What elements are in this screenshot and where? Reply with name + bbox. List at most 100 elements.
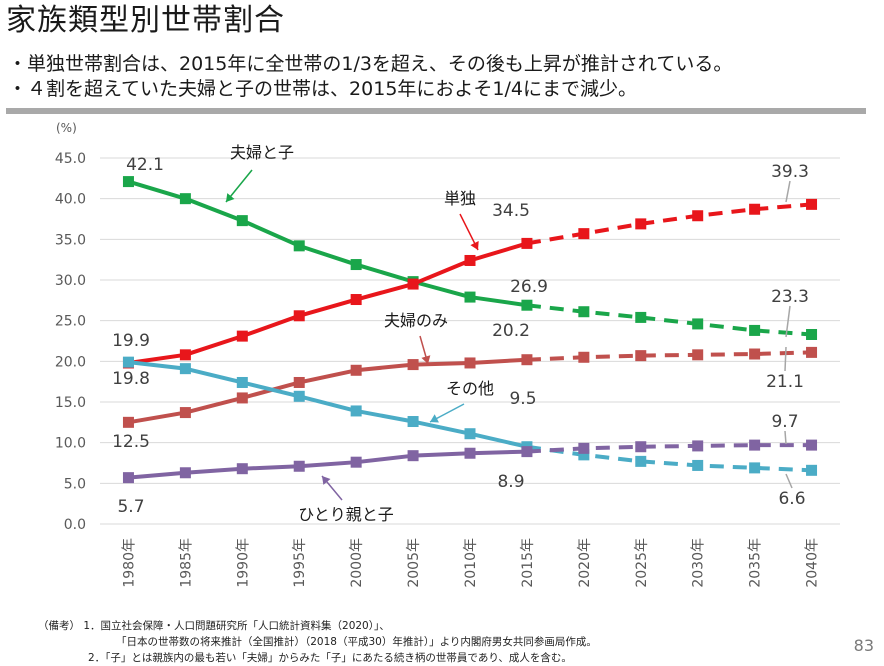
- data-label: 42.1: [126, 155, 164, 175]
- data-point-marker: [464, 428, 476, 440]
- series-projection-line: [526, 202, 812, 246]
- data-point-marker: [578, 442, 590, 454]
- bullet-item: ・４割を超えていた夫婦と子の世帯は、2015年におよそ1/4にまで減少。: [8, 78, 637, 100]
- footnote-line: 2．「子」とは親族内の最も若い「夫婦」からみた「子」にあたる続き柄の世帯員であり…: [88, 652, 572, 664]
- data-point-marker: [692, 459, 704, 471]
- data-label: 6.6: [778, 489, 805, 509]
- data-point-marker: [293, 390, 305, 402]
- x-tick-label: 2000年: [349, 538, 365, 588]
- y-tick-label: 15.0: [55, 395, 86, 411]
- footnotes: （備考） 1．国立社会保障・人口問題研究所「人口統計資料集（2020）」、 「日…: [38, 618, 597, 666]
- series-line: [127, 179, 528, 308]
- data-label-leader: [784, 430, 787, 445]
- y-tick-label: 40.0: [55, 192, 86, 208]
- data-point-marker: [635, 455, 647, 467]
- data-point-marker: [293, 460, 305, 472]
- data-label: 8.9: [497, 472, 524, 492]
- x-tick-label: 2030年: [691, 538, 707, 588]
- data-label: 9.7: [771, 412, 798, 432]
- data-label: 23.3: [771, 287, 809, 307]
- data-point-marker: [578, 228, 590, 240]
- page-title: 家族類型別世帯割合: [6, 3, 285, 38]
- data-point-marker: [122, 472, 134, 484]
- x-tick-label: 2020年: [577, 538, 593, 588]
- data-point-marker: [578, 306, 590, 318]
- data-point-marker: [578, 449, 590, 461]
- data-point-marker: [179, 193, 191, 205]
- leader-arrowhead: [470, 241, 479, 250]
- data-label: 26.9: [510, 277, 548, 297]
- y-tick-label: 35.0: [55, 232, 86, 248]
- data-point-marker: [749, 203, 761, 215]
- leader-arrowhead: [430, 414, 439, 423]
- data-label: 19.9: [112, 331, 150, 351]
- data-label: 9.5: [509, 389, 536, 409]
- data-label: 34.5: [492, 201, 530, 221]
- data-point-marker: [122, 356, 134, 368]
- series-projection-line: [526, 350, 812, 362]
- data-point-marker: [635, 441, 647, 453]
- data-point-marker: [806, 198, 818, 210]
- x-tick-label: 1985年: [178, 538, 194, 588]
- data-point-marker: [749, 439, 761, 451]
- bullet-list: ・単独世帯割合は、2015年に全世帯の1/3を超え、その後も上昇が推計されている…: [8, 52, 732, 102]
- data-point-marker: [293, 240, 305, 252]
- x-tick-label: 1980年: [121, 538, 137, 588]
- series-line: [128, 449, 527, 480]
- data-point-marker: [236, 392, 248, 404]
- y-tick-label: 0.0: [64, 517, 86, 533]
- series-projection-line: [526, 303, 812, 337]
- data-point-marker: [578, 351, 590, 363]
- data-point-marker: [407, 450, 419, 462]
- series-line: [128, 241, 528, 365]
- data-point-marker: [179, 407, 191, 419]
- data-point-marker: [806, 328, 818, 340]
- data-label: 12.5: [112, 432, 150, 452]
- leader-arrowhead: [421, 355, 431, 364]
- title-divider: [6, 108, 866, 114]
- data-label: 20.2: [492, 321, 530, 341]
- series-name-label: その他: [446, 379, 494, 398]
- series-projection-line: [526, 444, 812, 473]
- data-point-marker: [179, 349, 191, 361]
- data-point-marker: [749, 462, 761, 474]
- series-name-label: 夫婦のみ: [384, 311, 448, 330]
- series-projection-line: [526, 443, 812, 454]
- data-point-marker: [236, 215, 248, 227]
- data-point-marker: [692, 210, 704, 222]
- y-axis-unit: (%): [56, 121, 77, 135]
- data-point-marker: [122, 176, 134, 188]
- x-tick-label: 2025年: [634, 538, 650, 588]
- data-point-marker: [806, 346, 818, 358]
- data-point-marker: [350, 294, 362, 306]
- data-point-marker: [236, 330, 248, 342]
- x-tick-label: 2015年: [520, 538, 536, 588]
- data-point-marker: [521, 446, 533, 458]
- page-number: 83: [853, 636, 874, 655]
- data-point-marker: [464, 254, 476, 266]
- data-point-marker: [464, 291, 476, 303]
- leader-arrowhead: [322, 476, 331, 485]
- data-point-marker: [350, 259, 362, 271]
- bullet-item: ・単独世帯割合は、2015年に全世帯の1/3を超え、その後も上昇が推計されている…: [8, 53, 733, 75]
- data-point-marker: [692, 440, 704, 452]
- data-point-marker: [635, 350, 647, 362]
- x-tick-label: 2040年: [805, 538, 821, 588]
- data-point-marker: [236, 463, 248, 475]
- data-point-marker: [806, 439, 818, 451]
- data-label: 19.8: [112, 369, 150, 389]
- data-point-marker: [464, 447, 476, 459]
- data-point-marker: [122, 416, 134, 428]
- data-point-marker: [293, 376, 305, 388]
- data-label: 5.7: [117, 497, 144, 517]
- data-point-marker: [521, 299, 533, 311]
- leader-arrowhead: [226, 193, 235, 202]
- data-point-marker: [635, 311, 647, 323]
- data-point-marker: [293, 310, 305, 322]
- x-tick-label: 2005年: [406, 538, 422, 588]
- data-point-marker: [692, 349, 704, 361]
- data-point-marker: [749, 348, 761, 360]
- data-point-marker: [635, 218, 647, 230]
- data-point-marker: [179, 467, 191, 479]
- x-tick-label: 1990年: [235, 538, 251, 588]
